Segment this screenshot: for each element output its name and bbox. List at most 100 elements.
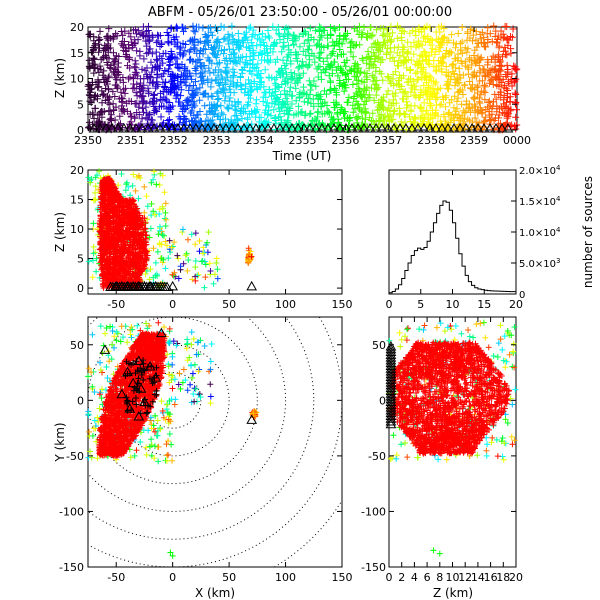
source-mark <box>485 98 493 106</box>
source-mark <box>166 431 173 438</box>
source-mark <box>226 82 234 90</box>
source-mark <box>166 237 173 244</box>
source-mark <box>183 250 190 257</box>
source-mark <box>351 59 359 67</box>
source-mark <box>165 438 172 445</box>
source-mark <box>89 55 97 63</box>
source-mark <box>232 111 240 119</box>
source-mark <box>208 77 216 85</box>
source-mark <box>503 23 511 31</box>
source-mark <box>105 25 113 33</box>
source-mark <box>324 108 332 116</box>
source-mark <box>428 37 436 45</box>
source-mark <box>358 114 366 122</box>
plan-view-sources <box>85 319 260 559</box>
source-mark <box>143 193 150 200</box>
source-mark <box>312 82 320 90</box>
source-mark <box>194 38 202 46</box>
source-mark <box>444 85 452 93</box>
source-mark <box>483 30 491 38</box>
x-tick-label: 2358 <box>417 134 445 147</box>
source-mark <box>448 96 456 104</box>
source-mark <box>165 451 172 458</box>
source-mark <box>184 236 191 243</box>
source-mark <box>133 447 140 454</box>
source-mark <box>192 258 199 265</box>
source-mark <box>264 26 272 34</box>
source-mark <box>113 85 121 93</box>
source-mark <box>136 47 144 55</box>
source-mark <box>132 30 140 38</box>
source-mark <box>420 34 428 42</box>
source-mark <box>340 87 348 95</box>
source-mark <box>131 57 139 65</box>
source-mark <box>186 37 194 45</box>
source-mark <box>197 62 205 70</box>
source-mark <box>89 432 96 439</box>
source-mark <box>467 84 475 92</box>
source-mark <box>404 49 412 57</box>
source-mark <box>433 66 441 74</box>
source-mark <box>227 89 235 97</box>
source-mark <box>238 82 246 90</box>
source-mark <box>207 268 214 275</box>
source-mark <box>162 222 169 229</box>
source-mark <box>225 85 233 93</box>
source-mark <box>138 65 146 73</box>
source-mark <box>455 65 463 73</box>
source-mark <box>85 118 93 126</box>
source-mark <box>207 83 215 91</box>
x-tick-label: 0 <box>386 298 393 311</box>
source-mark <box>210 280 217 287</box>
source-mark <box>288 92 296 100</box>
source-mark <box>356 41 364 49</box>
source-mark <box>133 69 141 77</box>
source-mark <box>96 27 104 35</box>
source-mark <box>165 116 173 124</box>
source-mark <box>433 94 441 102</box>
x-tick-label: 5 <box>417 298 424 311</box>
station-mark <box>268 122 280 133</box>
time-height-ylabel: Z (km) <box>53 58 67 98</box>
source-mark <box>481 96 489 104</box>
source-mark <box>323 54 331 62</box>
range-ring <box>88 317 342 567</box>
source-mark <box>89 331 96 338</box>
source-mark <box>86 97 94 105</box>
source-mark <box>234 29 242 37</box>
source-mark <box>174 252 181 259</box>
x-tick-label: 0 <box>169 298 176 311</box>
source-mark <box>179 229 186 236</box>
source-mark <box>217 102 225 110</box>
source-mark <box>111 92 119 100</box>
source-mark <box>85 373 92 380</box>
source-mark <box>153 39 161 47</box>
source-mark <box>131 452 138 459</box>
source-mark <box>205 229 212 236</box>
x-tick-label: 0000 <box>503 134 531 147</box>
source-mark <box>137 88 145 96</box>
source-mark <box>159 232 166 239</box>
source-mark <box>450 104 458 112</box>
source-mark <box>288 100 296 108</box>
source-mark <box>213 89 221 97</box>
source-mark <box>454 94 462 102</box>
source-mark <box>446 99 454 107</box>
y-tick-label: 0 <box>77 282 84 295</box>
source-mark <box>109 88 117 96</box>
source-mark <box>485 97 493 105</box>
source-mark <box>299 83 307 91</box>
source-mark <box>162 200 169 207</box>
source-mark <box>147 225 154 232</box>
source-mark <box>163 216 170 223</box>
source-mark <box>127 454 134 461</box>
source-mark <box>155 231 162 238</box>
x-tick-label: 2357 <box>374 134 402 147</box>
source-mark <box>403 78 411 86</box>
source-mark <box>215 94 223 102</box>
y-tick-label: 1.0×104 <box>519 226 561 239</box>
source-mark <box>150 168 157 175</box>
source-mark <box>86 428 93 435</box>
